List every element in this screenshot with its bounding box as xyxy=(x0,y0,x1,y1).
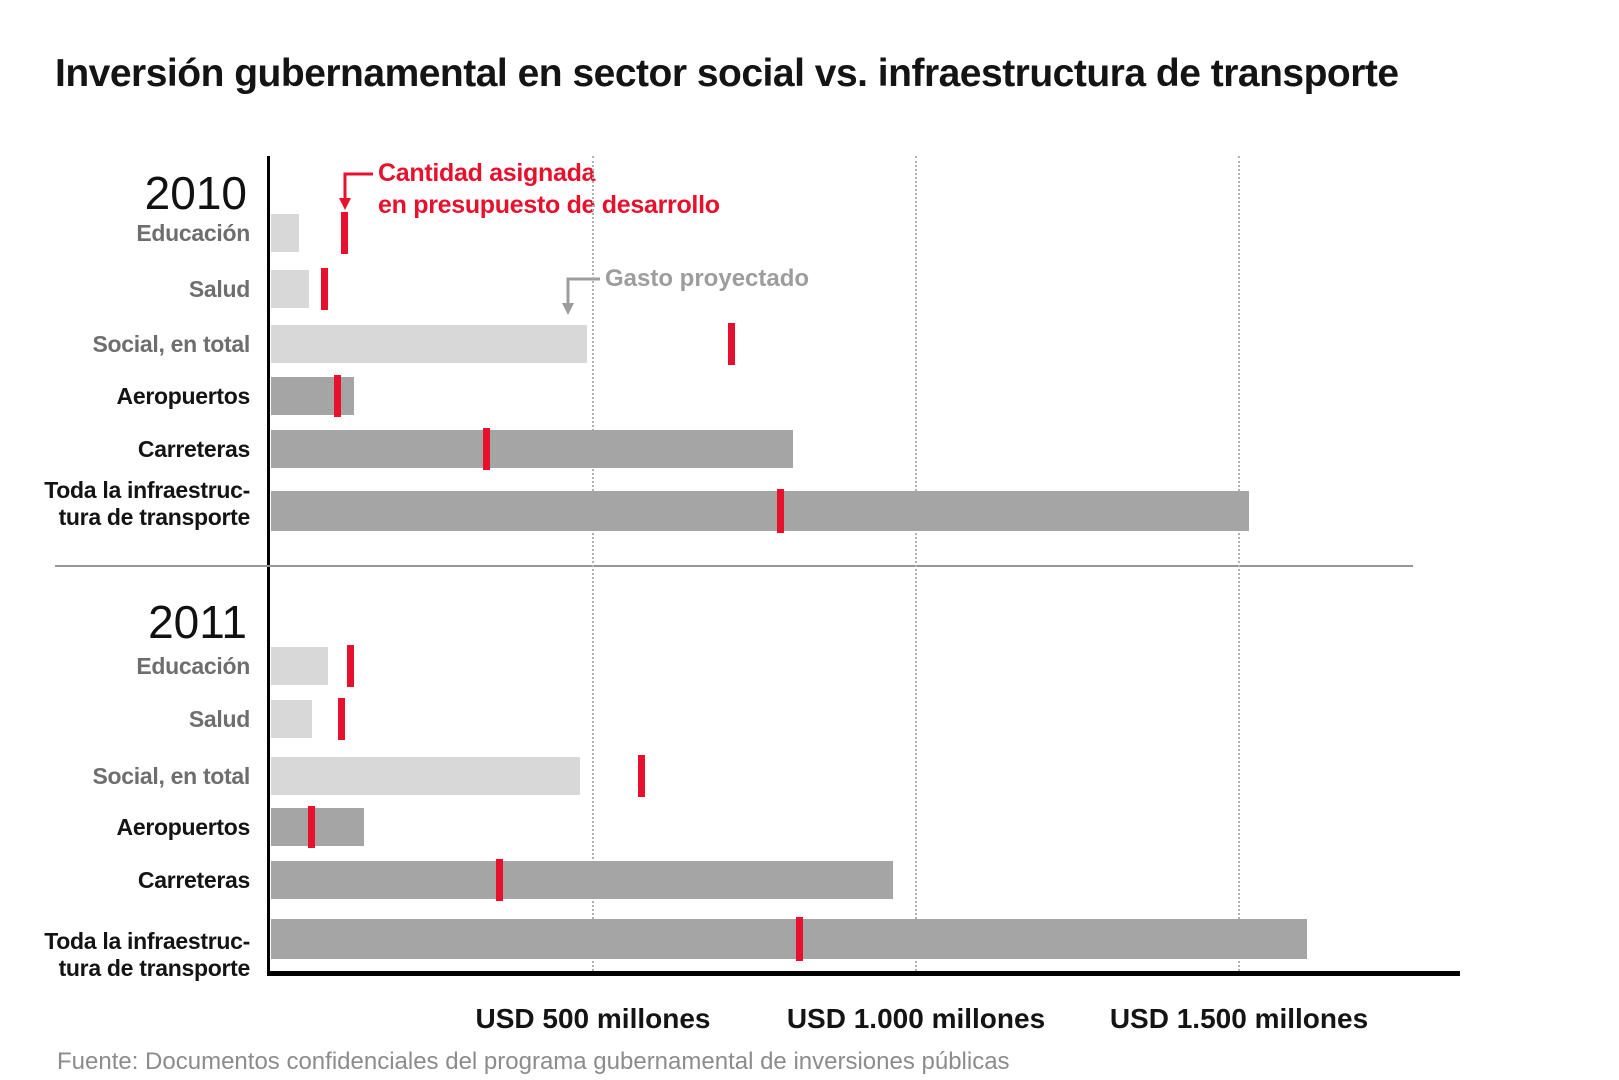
allocated-tick-2010-salud xyxy=(321,268,329,310)
bar-2010-social-total xyxy=(271,325,587,363)
allocated-tick-2011-carreteras xyxy=(495,859,503,901)
allocated-annotation-line2: en presupuesto de desarrollo xyxy=(378,191,720,219)
x-tick-label-500: USD 500 millones xyxy=(475,1003,711,1034)
x-tick-label-1500: USD 1.500 millones xyxy=(1109,1003,1369,1034)
category-label-line: tura de transporte xyxy=(58,955,251,981)
allocated-tick-2010-social-total xyxy=(728,323,736,365)
allocated-tick-2011-social-total xyxy=(637,755,645,797)
year-label-2011: 2011 xyxy=(148,596,247,648)
bar-2011-salud xyxy=(271,700,312,738)
allocated-annotation: Cantidad asignada en presupuesto de desa… xyxy=(378,157,720,221)
category-label-2010-salud: Salud xyxy=(188,276,250,302)
allocated-tick-2011-educacion xyxy=(347,645,355,687)
allocated-tick-2010-infraestructura-total xyxy=(776,489,784,533)
category-label-2010-aeropuertos: Aeropuertos xyxy=(116,383,251,409)
category-label-line: Toda la infraestruc- xyxy=(44,477,250,503)
bar-2010-carreteras xyxy=(271,430,794,468)
projected-annotation: Gasto proyectado xyxy=(605,265,810,292)
category-label-2011-carreteras: Carreteras xyxy=(137,867,250,893)
projected-arrow-icon xyxy=(562,277,600,315)
panel-separator-line xyxy=(55,565,1413,567)
category-label-2010-educacion: Educación xyxy=(136,220,250,246)
category-label-line: Toda la infraestruc- xyxy=(44,928,250,954)
allocated-tick-2010-carreteras xyxy=(482,428,490,470)
category-label-2010-infraestructura-total: Toda la infraestruc-tura de transporte xyxy=(0,477,250,531)
bar-2010-educacion xyxy=(271,214,300,252)
bar-2011-social-total xyxy=(271,757,581,795)
allocated-tick-2011-aeropuertos xyxy=(308,806,316,848)
allocated-annotation-line1: Cantidad asignada xyxy=(378,159,596,187)
category-label-2011-salud: Salud xyxy=(188,706,250,732)
bar-2010-infraestructura-total xyxy=(271,491,1249,531)
allocated-arrow-icon xyxy=(339,172,373,210)
bar-2011-infraestructura-total xyxy=(271,919,1307,959)
category-label-2011-infraestructura-total: Toda la infraestruc-tura de transporte xyxy=(0,928,250,982)
allocated-tick-2011-salud xyxy=(337,698,345,740)
gridline-500 xyxy=(592,156,594,971)
category-label-line: tura de transporte xyxy=(58,504,251,530)
gridline-1500 xyxy=(1238,156,1240,971)
bar-2010-salud xyxy=(271,270,309,308)
allocated-tick-2010-aeropuertos xyxy=(334,375,342,417)
gridline-1000 xyxy=(915,156,917,971)
category-label-2011-educacion: Educación xyxy=(136,653,250,679)
bar-2011-carreteras xyxy=(271,861,894,899)
source-note: Fuente: Documentos confidenciales del pr… xyxy=(57,1048,1010,1075)
x-axis-line xyxy=(267,971,1460,976)
category-label-2010-carreteras: Carreteras xyxy=(137,436,250,462)
category-label-2011-social-total: Social, en total xyxy=(92,763,250,789)
x-tick-label-1000: USD 1.000 millones xyxy=(786,1003,1046,1034)
year-label-2010: 2010 xyxy=(144,167,247,219)
bar-2011-educacion xyxy=(271,647,329,685)
allocated-tick-2011-infraestructura-total xyxy=(796,917,804,961)
bar-2010-aeropuertos xyxy=(271,377,354,415)
bar-2011-aeropuertos xyxy=(271,808,364,846)
chart-title: Inversión gubernamental en sector social… xyxy=(55,52,1399,95)
category-label-2010-social-total: Social, en total xyxy=(92,331,250,357)
allocated-tick-2010-educacion xyxy=(340,212,348,254)
category-label-2011-aeropuertos: Aeropuertos xyxy=(116,814,251,840)
